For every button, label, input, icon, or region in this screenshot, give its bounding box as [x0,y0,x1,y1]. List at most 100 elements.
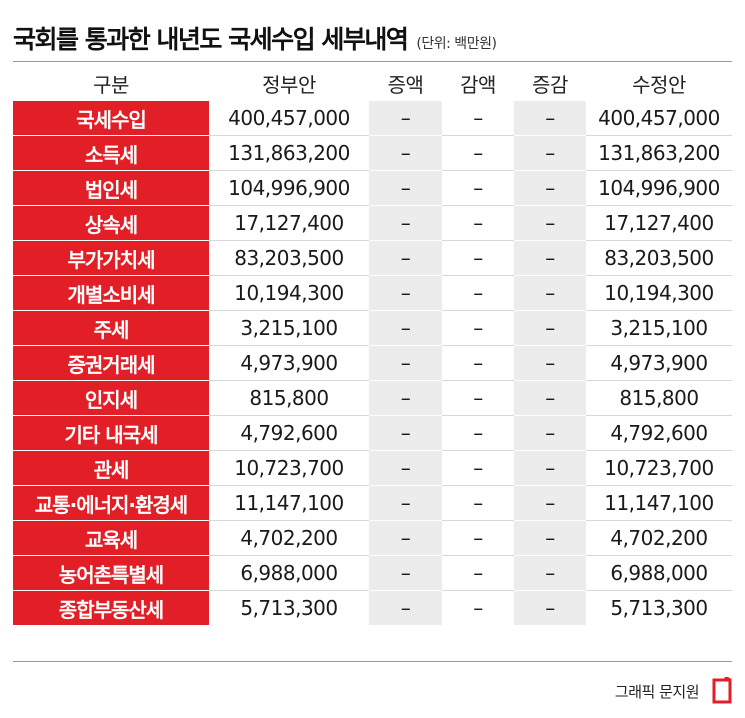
row-category: 국세수입 [13,101,209,136]
row-gov-proposal: 4,702,200 [209,520,369,556]
row-category: 교통·에너지·환경세 [13,485,209,521]
row-decrease: – [473,596,483,620]
table-row: 주세 3,215,100– – –3,215,100 [13,310,732,346]
row-category: 부가가치세 [13,240,209,276]
row-change: – [514,380,586,416]
row-revised: 104,996,900 [586,170,732,206]
row-change: – [514,135,586,171]
row-gov-proposal: 6,988,000 [209,555,369,591]
row-increase: – [369,205,442,241]
row-category: 종합부동산세 [13,590,209,625]
row-gov-proposal: 3,215,100 [209,310,369,346]
row-decrease: – [442,450,514,486]
row-category: 교육세 [13,520,209,556]
row-gov-proposal: 10,723,700 [209,450,369,486]
table-row: 상속세 17,127,400– – –17,127,400 [13,205,732,241]
tax-revenue-table: 구분 정부안 증액 감액 증감 수정안 국세수입 400,457,000– – –40… [13,66,732,625]
table-row: 부가가치세 83,203,500– – –83,203,500 [13,240,732,276]
row-revised: 10,723,700 [586,450,732,486]
row-gov-proposal: 4,792,600 [209,415,369,451]
table-row: 농어촌특별세 6,988,000– – –6,988,000 [13,555,732,591]
row-gov-proposal: 815,800 [209,380,369,416]
row-revised: 17,127,400 [586,205,732,241]
row-increase: – [369,240,442,276]
row-revised: 400,457,000 [586,101,732,136]
title-divider [13,61,732,62]
row-change: – [514,450,586,486]
row-change: – [514,240,586,276]
row-increase: – [369,275,442,311]
row-change: – [514,520,586,556]
row-gov-proposal: 10,194,300 [209,275,369,311]
row-category: 상속세 [13,205,209,241]
row-change: – [514,205,586,241]
row-revised: 815,800 [586,380,732,416]
unit-label: (단위: 백만원) [416,36,497,52]
row-change: – [514,590,586,625]
row-gov-proposal: 5,713,300 [240,596,338,620]
row-decrease: – [442,170,514,206]
row-decrease: – [442,415,514,451]
row-category: 관세 [13,450,209,486]
row-revised: 4,702,200 [586,520,732,556]
row-gov-proposal: 104,996,900 [209,170,369,206]
row-change: – [514,555,586,591]
row-category: 법인세 [13,170,209,206]
table-header-row: 구분 정부안 증액 감액 증감 수정안 [13,66,732,101]
row-revised: 11,147,100 [586,485,732,521]
row-gov-proposal: 83,203,500 [209,240,369,276]
page-title: 국회를 통과한 내년도 국세수입 세부내역 [13,25,409,54]
table-row: 인지세 815,800– – –815,800 [13,380,732,416]
row-revised: 5,713,300 [610,596,708,620]
header-change: 증감 [532,73,568,97]
row-change: – [514,310,586,346]
graphic-credit: 그래픽 문지원 [614,683,700,701]
table-row: 소득세 131,863,200– – –131,863,200 [13,135,732,171]
table-row: 종합부동산세 5,713,300– – –5,713,300 [13,590,732,625]
row-decrease: – [442,310,514,346]
row-category: 증권거래세 [13,345,209,381]
table-row: 교통·에너지·환경세 11,147,100– – –11,147,100 [13,485,732,521]
row-decrease: – [442,555,514,591]
row-decrease: – [442,345,514,381]
row-increase: – [369,345,442,381]
row-category: 소득세 [13,135,209,171]
row-decrease: – [442,485,514,521]
row-decrease: – [442,275,514,311]
row-change: – [514,485,586,521]
row-increase: – [369,450,442,486]
row-change: – [514,275,586,311]
row-decrease: – [442,135,514,171]
row-revised: 4,973,900 [586,345,732,381]
row-revised: 10,194,300 [586,275,732,311]
row-increase: – [369,485,442,521]
row-increase: – [369,520,442,556]
row-increase: – [369,310,442,346]
row-gov-proposal: 4,973,900 [209,345,369,381]
row-increase: – [369,590,442,625]
row-category: 인지세 [13,380,209,416]
row-revised: 3,215,100 [586,310,732,346]
row-decrease: – [442,380,514,416]
row-increase: – [369,555,442,591]
row-revised: 83,203,500 [586,240,732,276]
title-bar: 국회를 통과한 내년도 국세수입 세부내역 (단위: 백만원) [13,20,733,56]
table-row: 교육세 4,702,200– – –4,702,200 [13,520,732,556]
row-revised: 131,863,200 [586,135,732,171]
row-category: 기타 내국세 [13,415,209,451]
table-row: 관세 10,723,700– – –10,723,700 [13,450,732,486]
header-increase: 증액 [387,73,424,97]
header-gov-proposal: 정부안 [262,73,316,97]
row-gov-proposal: 17,127,400 [209,205,369,241]
table-body: 국세수입 400,457,000– – –400,457,000 소득세 131,863,… [13,101,732,625]
row-change: – [514,345,586,381]
table-row: 개별소비세 10,194,300– – –10,194,300 [13,275,732,311]
header-decrease: 감액 [460,73,496,97]
table-row: 법인세 104,996,900– – –104,996,900 [13,170,732,206]
row-change: – [514,101,586,136]
row-increase: – [369,101,442,136]
row-increase: – [369,415,442,451]
publisher-logo-icon [712,677,732,704]
header-category: 구분 [93,73,129,97]
table-row: 증권거래세 4,973,900– – –4,973,900 [13,345,732,381]
